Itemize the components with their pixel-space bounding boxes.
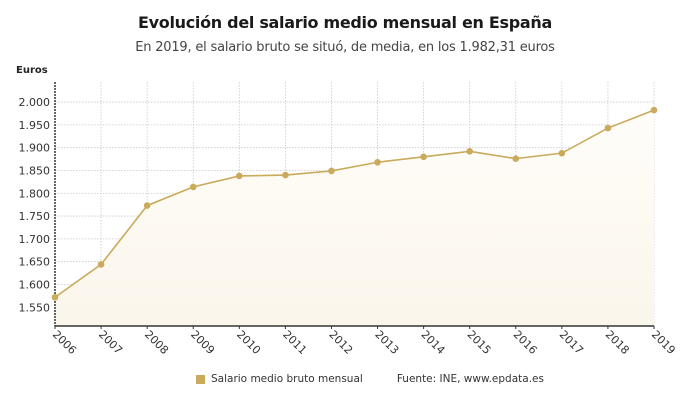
y-tick-label: 1.850 xyxy=(19,164,51,177)
legend-swatch xyxy=(196,374,205,384)
x-tick-label: 2015 xyxy=(465,328,494,357)
data-point xyxy=(51,293,59,301)
data-point xyxy=(650,106,658,114)
x-tick-label: 2013 xyxy=(372,328,401,357)
data-point xyxy=(558,149,566,157)
x-tick-label: 2014 xyxy=(418,328,447,357)
data-point xyxy=(189,183,197,191)
data-point xyxy=(420,153,427,161)
x-tick-label: 2018 xyxy=(603,328,632,357)
x-tick-label: 2017 xyxy=(557,328,586,357)
x-tick-label: 2016 xyxy=(511,328,540,357)
x-tick-label: 2019 xyxy=(649,328,678,357)
y-tick-label: 1.700 xyxy=(19,233,51,246)
y-tick-label: 1.550 xyxy=(19,301,51,314)
y-tick-label: 1.900 xyxy=(19,142,51,155)
legend: Salario medio bruto mensual Fuente: INE,… xyxy=(196,373,544,385)
y-tick-label: 1.650 xyxy=(19,256,51,269)
y-axis-label: Euros xyxy=(16,65,48,76)
legend-label: Salario medio bruto mensual xyxy=(211,373,363,385)
axes xyxy=(54,82,654,327)
y-ticks: 1.550 1.600 1.650 1.700 1.750 1.800 1.850 1.900… xyxy=(19,96,51,314)
series-line xyxy=(54,109,655,298)
data-point xyxy=(97,261,105,268)
y-tick-label: 2.000 xyxy=(19,96,51,109)
x-tick-label: 2007 xyxy=(96,328,125,357)
y-tick-label: 1.600 xyxy=(19,278,51,291)
data-point xyxy=(512,155,520,162)
source-note: Fuente: INE, www.epdata.es xyxy=(396,373,544,385)
x-tick-label: 2008 xyxy=(142,328,171,357)
chart-subtitle: En 2019, el salario bruto se situó, de m… xyxy=(135,40,555,55)
area-fill xyxy=(55,110,654,326)
y-tick-label: 1.800 xyxy=(19,187,51,200)
x-tick-label: 2009 xyxy=(188,328,217,357)
data-point xyxy=(236,172,243,180)
series-points xyxy=(51,106,658,301)
data-point xyxy=(466,148,473,155)
data-point xyxy=(374,158,381,166)
chart-title: Evolución del salario medio mensual en E… xyxy=(138,13,552,32)
data-point xyxy=(604,124,612,132)
data-point xyxy=(282,171,289,179)
x-tick-label: 2006 xyxy=(50,328,79,357)
area-path xyxy=(55,110,654,326)
y-tick-label: 1.750 xyxy=(19,210,51,223)
x-tick-label: 2010 xyxy=(234,328,263,357)
data-point xyxy=(328,167,335,175)
x-tick-label: 2011 xyxy=(280,328,309,357)
series-polyline xyxy=(54,109,655,298)
y-tick-label: 1.950 xyxy=(19,119,51,132)
x-tick-label: 2012 xyxy=(326,328,355,357)
x-ticks: 2006 2007 2008 2009 2010 2011 2012 2013 2014 2015… xyxy=(50,326,678,357)
data-point xyxy=(143,202,151,209)
